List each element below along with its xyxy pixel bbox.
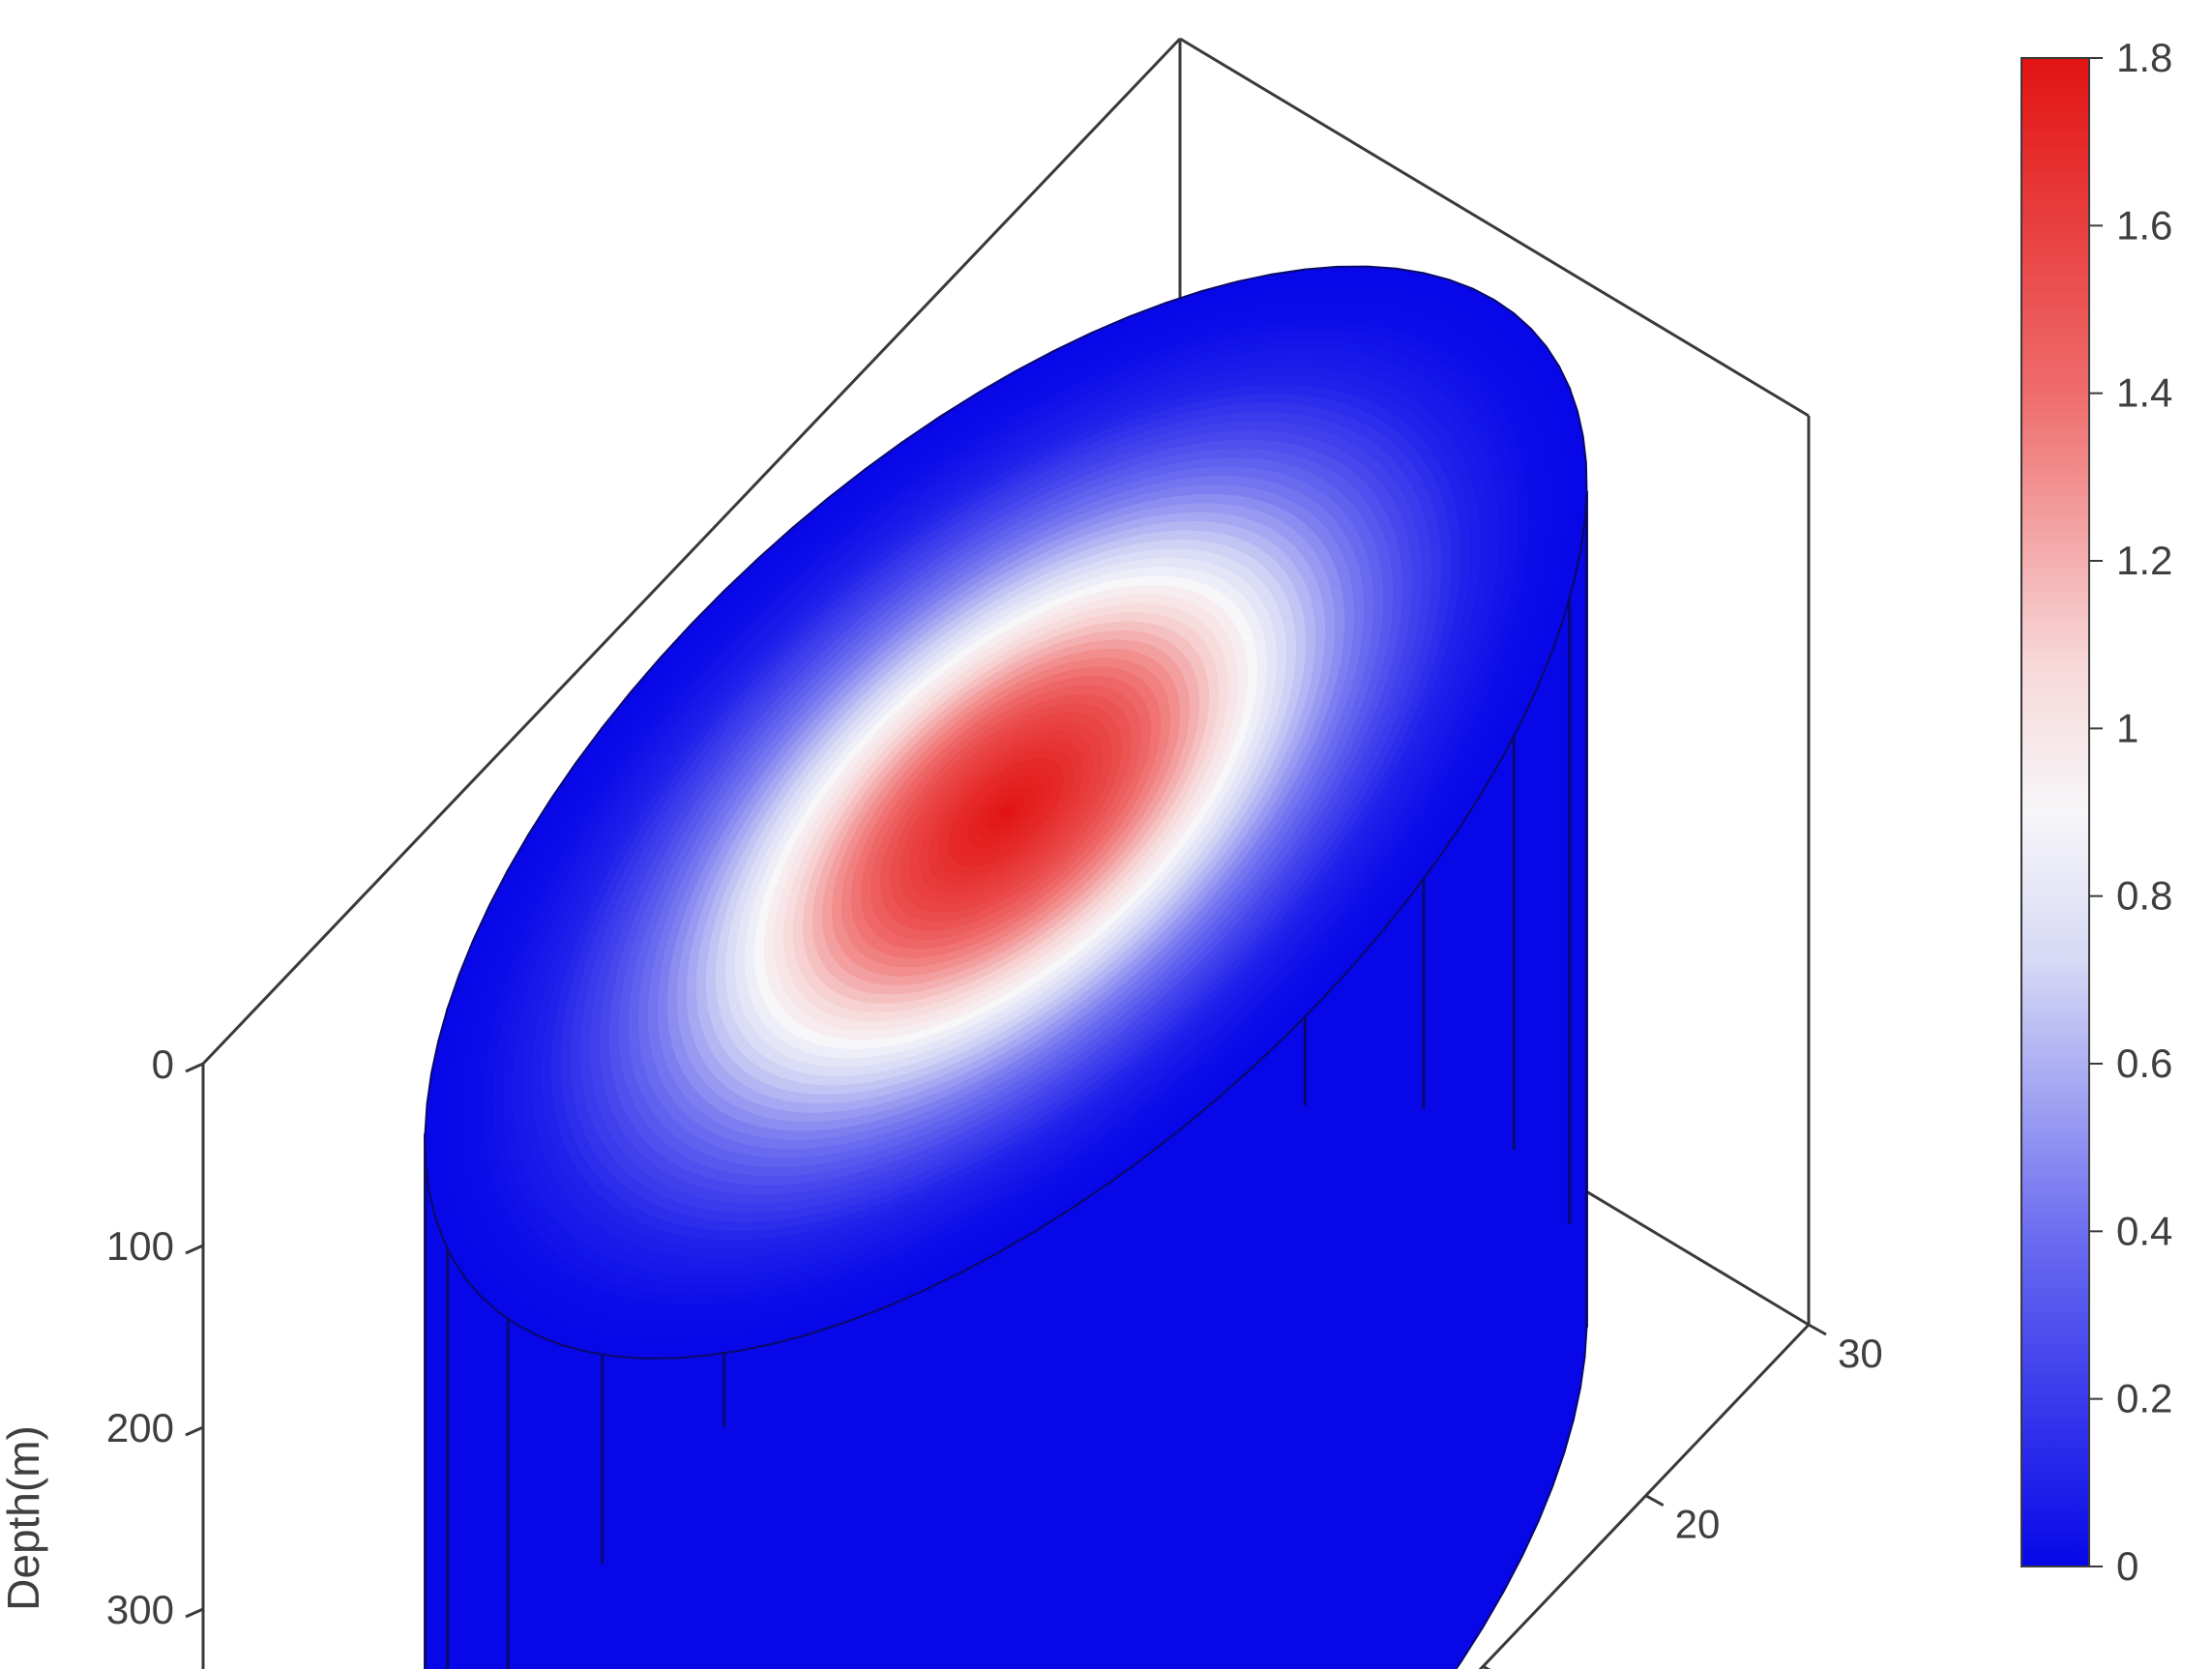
colorbar-tick-label: 0.8	[2116, 873, 2172, 919]
z-tick-label: 200	[106, 1405, 174, 1450]
colorbar-tick-label: 0.2	[2116, 1376, 2172, 1421]
colorbar: 00.20.40.60.811.21.41.61.8T(°C)	[2021, 35, 2212, 1589]
z-axis-label: Depth(m)	[0, 1425, 48, 1611]
colorbar-tick-label: 1	[2116, 705, 2138, 750]
z-tick-label: 100	[106, 1223, 174, 1269]
z-tick-label: 300	[106, 1587, 174, 1632]
colorbar-tick-label: 0.4	[2116, 1208, 2172, 1253]
colorbar-tick-label: 0	[2116, 1543, 2138, 1589]
colorbar-tick-label: 1.6	[2116, 202, 2172, 248]
colorbar-tick-label: 0.6	[2116, 1040, 2172, 1086]
x-tick-label: 20	[1675, 1502, 1721, 1547]
figure-root: 0100200300400500Depth(m)-30-20-100102030…	[0, 0, 2212, 1669]
plot-svg: 0100200300400500Depth(m)-30-20-100102030…	[0, 0, 2212, 1669]
x-tick-label: 30	[1838, 1331, 1883, 1376]
z-tick-label: 0	[152, 1041, 174, 1087]
colorbar-tick-label: 1.4	[2116, 370, 2172, 416]
colorbar-gradient	[2021, 58, 2089, 1567]
colorbar-tick-label: 1.8	[2116, 35, 2172, 80]
colorbar-tick-label: 1.2	[2116, 538, 2172, 583]
